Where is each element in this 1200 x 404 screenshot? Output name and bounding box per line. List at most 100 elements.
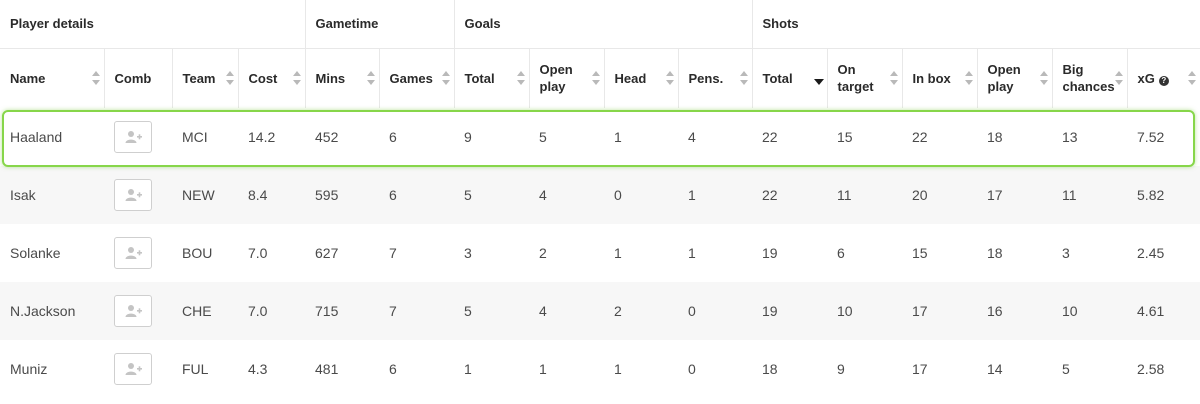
cell-team: NEW [182, 187, 215, 203]
col-pens[interactable]: Pens. [677, 48, 753, 108]
col-head[interactable]: Head [603, 48, 679, 108]
label-line-1: On [837, 62, 856, 78]
col-shots-open-play[interactable]: Open play [976, 48, 1053, 108]
table-body: Haaland MCI 14.2 452 6 9 5 1 4 22 15 22 18 13 7.52 Isak… [0, 108, 1200, 398]
cell-big-chances: 13 [1062, 129, 1078, 145]
cell-goals-open-play: 5 [539, 129, 547, 145]
cell-mins: 627 [315, 245, 339, 261]
cell-in-box: 17 [912, 361, 928, 377]
cell-pens: 0 [688, 303, 696, 319]
col-mins[interactable]: Mins [304, 48, 380, 108]
cell-comb [104, 108, 172, 166]
cell-xg: 2.45 [1137, 245, 1165, 261]
cell-mins: 715 [315, 303, 339, 319]
column-header-row: Name Comb Team Cost Mins Games Total Ope… [0, 48, 1200, 108]
col-xg-label: xG? [1138, 70, 1187, 87]
group-shots: Shots [751, 0, 1200, 49]
col-goals-total[interactable]: Total [453, 48, 530, 108]
col-games[interactable]: Games [378, 48, 455, 108]
col-on-target[interactable]: On target [826, 48, 903, 108]
cell-shots-total: 22 [762, 129, 778, 145]
add-user-icon [125, 131, 142, 143]
table-row[interactable]: N.Jackson CHE 7.0 715 7 5 4 2 0 19 10 17 16 10 4.61 [0, 282, 1200, 340]
cell-goals-total: 5 [464, 303, 472, 319]
cell-big-chances: 5 [1062, 361, 1070, 377]
label-line-2: play [987, 79, 1014, 95]
col-shots-total[interactable]: Total [751, 48, 828, 108]
sort-arrows-icon[interactable] [292, 71, 301, 86]
cell-team: FUL [182, 361, 209, 377]
add-to-comparison-button[interactable] [114, 295, 152, 327]
add-to-comparison-button[interactable] [114, 353, 152, 385]
sort-arrows-icon[interactable] [1188, 71, 1197, 86]
cell-goals-open-play: 2 [539, 245, 547, 261]
sort-arrows-icon[interactable] [516, 71, 525, 86]
sort-arrows-icon[interactable] [366, 71, 375, 86]
cell-pens: 1 [688, 245, 696, 261]
label-line-1: Open [987, 62, 1021, 78]
col-shots-total-label: Total [762, 70, 793, 86]
cell-mins: 452 [315, 129, 339, 145]
sort-arrows-icon[interactable] [591, 71, 600, 86]
cell-shots-total: 19 [762, 303, 778, 319]
sort-arrows-icon[interactable] [91, 71, 100, 86]
col-mins-label: Mins [315, 70, 346, 86]
label-line-2: play [539, 79, 566, 95]
add-to-comparison-button[interactable] [114, 237, 152, 269]
sort-arrows-icon[interactable] [889, 71, 898, 86]
cell-mins: 481 [315, 361, 339, 377]
col-team[interactable]: Team [171, 48, 238, 108]
col-xg[interactable]: xG? [1126, 48, 1200, 108]
cell-shots-open-play: 16 [987, 303, 1003, 319]
cell-name: Haaland [10, 129, 63, 145]
cell-goals-total: 9 [464, 129, 472, 145]
cell-mins: 595 [315, 187, 339, 203]
col-in-box-label: In box [912, 70, 951, 86]
cell-goals-open-play: 1 [539, 361, 547, 377]
cell-comb [104, 166, 172, 224]
sort-desc-icon[interactable] [813, 71, 824, 86]
cell-shots-total: 18 [762, 361, 778, 377]
sort-arrows-icon[interactable] [1039, 71, 1048, 86]
label-line-1: Open [539, 62, 573, 78]
cell-name: Isak [10, 187, 36, 203]
cell-xg: 5.82 [1137, 187, 1165, 203]
table-row[interactable]: Muniz FUL 4.3 481 6 1 1 1 0 18 9 17 14 5 2.58 [0, 340, 1200, 398]
col-games-label: Games [389, 70, 433, 86]
sort-arrows-icon[interactable] [225, 71, 234, 86]
sort-arrows-icon[interactable] [441, 71, 450, 86]
col-head-label: Head [614, 70, 647, 86]
add-to-comparison-button[interactable] [114, 121, 152, 153]
sort-arrows-icon[interactable] [964, 71, 973, 86]
table-row[interactable]: Solanke BOU 7.0 627 7 3 2 1 1 19 6 15 18 3 2.45 [0, 224, 1200, 282]
col-cost[interactable]: Cost [237, 48, 306, 108]
cell-shots-open-play: 18 [987, 129, 1003, 145]
sort-arrows-icon[interactable] [665, 71, 674, 86]
cell-shots-open-play: 17 [987, 187, 1003, 203]
sort-arrows-icon[interactable] [739, 71, 748, 86]
cell-shots-open-play: 18 [987, 245, 1003, 261]
cell-big-chances: 11 [1062, 187, 1077, 203]
cell-cost: 14.2 [248, 129, 276, 145]
help-circle-icon[interactable]: ? [1158, 75, 1169, 86]
add-user-icon [125, 305, 142, 317]
col-comb-label: Comb [114, 70, 152, 86]
add-to-comparison-button[interactable] [114, 179, 152, 211]
group-header-row: Player details Gametime Goals Shots [0, 0, 1200, 49]
sort-arrows-icon[interactable] [1114, 71, 1123, 86]
col-in-box[interactable]: In box [901, 48, 978, 108]
col-big-chances[interactable]: Big chances [1051, 48, 1128, 108]
cell-cost: 8.4 [248, 187, 268, 203]
cell-big-chances: 3 [1062, 245, 1070, 261]
cell-head: 2 [614, 303, 622, 319]
col-name[interactable]: Name [0, 48, 104, 108]
xg-text: xG [1137, 70, 1155, 86]
table-row[interactable]: Isak NEW 8.4 595 6 5 4 0 1 22 11 20 17 11 5.82 [0, 166, 1200, 224]
cell-shots-open-play: 14 [987, 361, 1003, 377]
col-goals-open-play[interactable]: Open play [528, 48, 605, 108]
cell-games: 6 [389, 129, 397, 145]
cell-head: 0 [614, 187, 622, 203]
col-on-target-label: On target [838, 61, 892, 95]
table-row[interactable]: Haaland MCI 14.2 452 6 9 5 1 4 22 15 22 18 13 7.52 [0, 108, 1200, 166]
